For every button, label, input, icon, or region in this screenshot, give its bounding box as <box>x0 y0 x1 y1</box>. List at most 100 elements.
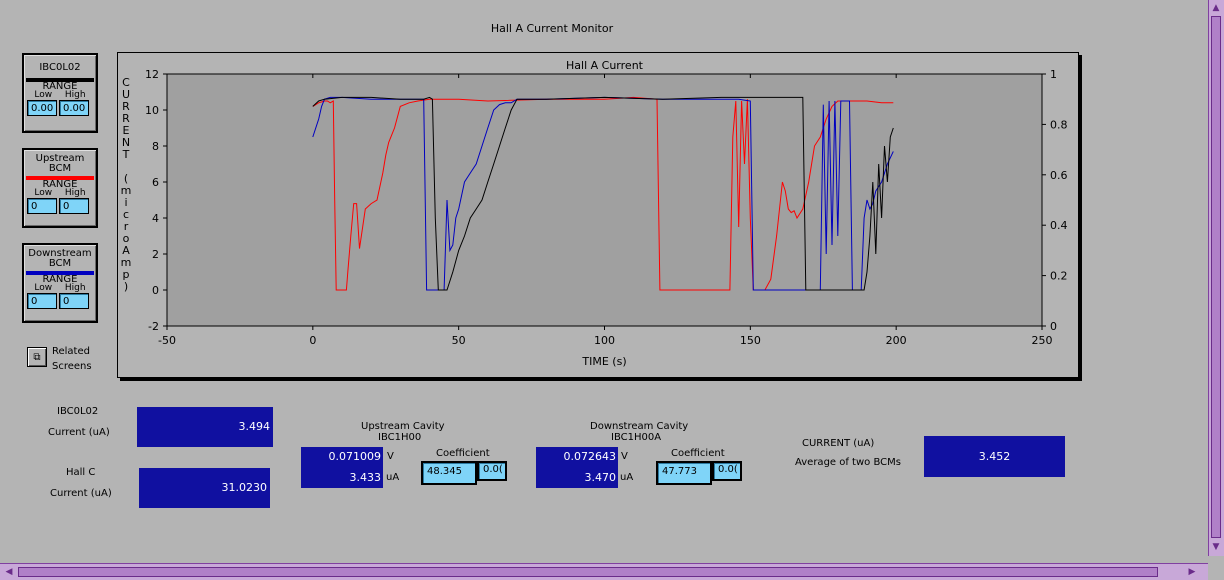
y2-tick-label: 0.2 <box>1050 270 1068 283</box>
y-axis-label-char: m <box>121 184 132 197</box>
range-low-input[interactable]: 0 <box>27 198 57 214</box>
upstream-current-value: 3.433 <box>349 471 382 484</box>
low-label: Low <box>34 283 53 293</box>
y2-tick-label: 0.4 <box>1050 219 1068 232</box>
range-low-input[interactable]: 0 <box>27 293 57 309</box>
y-axis-label-char: ) <box>124 280 128 293</box>
current-chart: Hall A Current-50 0 50 100 150 200 250-2024681… <box>121 59 1068 368</box>
x-tick-label: -50 <box>158 334 176 347</box>
related-screens-button[interactable]: ⧉ <box>27 347 47 367</box>
x-tick-label: 250 <box>1032 334 1053 347</box>
range-label: RANGE <box>42 179 78 190</box>
related-screens-label: Related Screens <box>52 346 92 372</box>
downstream-coefficient-input[interactable]: 47.773 <box>656 461 712 485</box>
plot-area <box>166 73 1043 327</box>
range-high-input[interactable]: 0 <box>59 293 89 309</box>
series-line-2 <box>312 96 894 291</box>
y-axis-label-char: r <box>124 220 129 233</box>
ibc0l02-current-readout: 3.494 <box>137 407 273 447</box>
y2-tick-label: 0 <box>1050 320 1057 333</box>
y-axis-label-char: o <box>123 232 130 245</box>
vertical-scroll-thumb[interactable] <box>1211 16 1221 538</box>
y-tick-label: -2 <box>148 320 159 333</box>
y-axis-label-char: R <box>122 100 130 113</box>
range-label: RANGE <box>42 274 78 285</box>
upstream-volts-value: 0.071009 <box>328 450 382 463</box>
average-current-label: CURRENT (uA) <box>802 438 875 449</box>
upstream-v-unit: V <box>387 451 394 462</box>
window-title: Hall A Current Monitor <box>490 22 614 35</box>
legend-name: Downstream BCM <box>28 248 92 269</box>
upstream-offset-input[interactable]: 0.0( <box>477 461 507 481</box>
x-tick-label: 150 <box>740 334 761 347</box>
y-tick-label: 6 <box>152 176 159 189</box>
high-label: High <box>64 188 86 198</box>
downstream-offset-input[interactable]: 0.0( <box>712 461 742 481</box>
horizontal-scrollbar[interactable]: ◀ ▶ <box>0 563 1208 580</box>
x-tick-label: 200 <box>886 334 907 347</box>
range-high-input[interactable]: 0 <box>59 198 89 214</box>
legend-name: Upstream BCM <box>35 153 85 174</box>
y-axis-label-char: c <box>123 208 129 221</box>
upstream-coefficient-input[interactable]: 48.345 <box>421 461 477 485</box>
legend-color-bar <box>26 271 94 275</box>
y-tick-label: 12 <box>145 68 159 81</box>
ibc0l02-unit-label: Current (uA) <box>48 427 110 438</box>
hallc-label: Hall C <box>66 467 96 478</box>
downstream-volts-value: 0.072643 <box>563 450 617 463</box>
y-axis-label-char: m <box>121 256 132 269</box>
related-screens-icon: ⧉ <box>33 351 41 363</box>
y-axis-label-char: ( <box>124 172 128 185</box>
hallc-current-readout: 31.0230 <box>139 468 270 508</box>
y-tick-label: 10 <box>145 104 159 117</box>
legend-name: IBC0L02 <box>39 62 81 73</box>
x-axis-label: TIME (s) <box>581 355 626 368</box>
scroll-down-icon[interactable]: ▼ <box>1212 542 1220 552</box>
average-description-label: Average of two BCMs <box>795 457 901 468</box>
range-label: RANGE <box>42 81 78 92</box>
legend-color-bar <box>26 78 94 82</box>
ibc0l02-label: IBC0L02 <box>57 406 99 417</box>
upstream-readout-box <box>301 447 383 488</box>
horizontal-scroll-thumb[interactable] <box>18 567 1158 577</box>
y-tick-label: 4 <box>152 212 159 225</box>
y-axis-label-char: N <box>122 136 130 149</box>
chart-title: Hall A Current <box>566 59 644 72</box>
x-tick-label: 50 <box>452 334 466 347</box>
downstream-readout-box <box>536 447 618 488</box>
y2-tick-label: 0.6 <box>1050 169 1068 182</box>
y2-tick-label: 0.8 <box>1050 118 1068 131</box>
y2-tick-label: 1 <box>1050 68 1057 81</box>
upstream-cavity-id: IBC1H00 <box>378 432 422 443</box>
legend-upstream-bcm: Upstream BCM RANGE Low High 0 0 <box>22 148 98 228</box>
downstream-cavity-label: Downstream Cavity <box>590 421 689 432</box>
upstream-coefficient-label: Coefficient <box>436 448 490 459</box>
scroll-up-icon[interactable]: ▲ <box>1212 3 1220 13</box>
legend-downstream-bcm: Downstream BCM RANGE Low High 0 0 <box>22 243 98 323</box>
x-tick-label: 100 <box>594 334 615 347</box>
scroll-right-icon[interactable]: ▶ <box>1188 567 1196 577</box>
y-axis-label-char: T <box>122 148 130 161</box>
y-axis-label-char: p <box>123 268 130 281</box>
range-high-input[interactable]: 0.00 <box>59 100 89 116</box>
y-axis-label-char: i <box>124 196 127 209</box>
legend-color-bar <box>26 176 94 180</box>
downstream-cavity-id: IBC1H00A <box>611 432 662 443</box>
y-tick-label: 0 <box>152 284 159 297</box>
y-axis-label-char: E <box>123 124 130 137</box>
scroll-left-icon[interactable]: ◀ <box>5 567 13 577</box>
chart-panel: Hall A Current -50 0 50 100 150 200 250 -2 0 2 4 6 8 1… <box>117 52 1079 378</box>
vertical-scrollbar[interactable]: ▲ ▼ <box>1208 0 1224 556</box>
y-axis-label-char: A <box>122 244 130 257</box>
downstream-coefficient-label: Coefficient <box>671 448 725 459</box>
y-axis-label-char: R <box>122 112 130 125</box>
legend-ibc0l02: IBC0L02 RANGE Low High 0.00 0.00 <box>22 53 98 133</box>
downstream-v-unit: V <box>621 451 628 462</box>
low-label: Low <box>34 188 53 198</box>
upstream-cavity-label: Upstream Cavity <box>361 421 445 432</box>
x-tick-label: 0 <box>309 334 316 347</box>
range-low-input[interactable]: 0.00 <box>27 100 57 116</box>
high-label: High <box>64 90 86 100</box>
low-label: Low <box>34 90 53 100</box>
hallc-unit-label: Current (uA) <box>50 488 112 499</box>
